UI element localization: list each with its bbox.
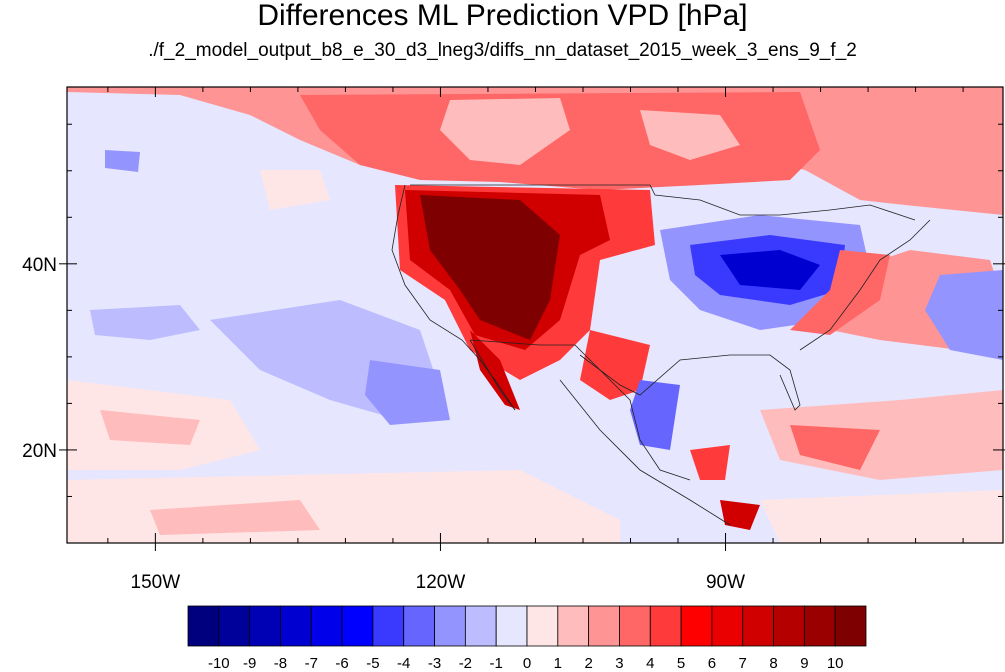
colorbar-swatch <box>218 605 251 647</box>
colorbar-swatch <box>680 605 713 647</box>
colorbar-swatch <box>187 605 220 647</box>
field-region-gulf-blue <box>630 380 680 450</box>
colorbar-label: 10 <box>827 655 844 672</box>
latitude-axis: 40N 20N <box>22 123 1005 497</box>
central-america-coast <box>559 379 731 526</box>
colorbar-swatch <box>495 605 528 647</box>
field-region-canada-light-2 <box>640 110 740 160</box>
coastlines-and-borders <box>391 184 931 526</box>
field-region-atlantic-blue <box>925 270 1003 360</box>
colorbar-label: 6 <box>708 655 716 672</box>
colorbar-label: 5 <box>677 655 685 672</box>
field-region-pacific-red-4 <box>67 470 620 543</box>
vpd-difference-field <box>67 87 1003 543</box>
colorbar-swatch <box>834 605 867 647</box>
colorbar-label: -2 <box>459 655 472 672</box>
field-region-central-america-red-2 <box>720 500 760 530</box>
colorbar-swatch <box>742 605 774 647</box>
chart-title: Differences ML Prediction VPD [hPa] <box>257 0 748 32</box>
field-region-southeast-pacific-red <box>760 490 1003 543</box>
lon-tick-label: 150W <box>131 572 181 593</box>
colorbar-swatch <box>372 605 405 647</box>
field-region-pacific-red-5 <box>150 500 320 535</box>
colorbar-swatch <box>310 605 343 647</box>
lat-tick-label: 40N <box>22 255 57 276</box>
colorbar-swatch <box>803 605 836 647</box>
field-region-pacific-red-3 <box>260 170 330 210</box>
baja-peninsula-line <box>469 339 516 411</box>
field-region-western-us-core <box>420 195 560 340</box>
us-mexico-border <box>469 339 631 401</box>
lon-tick-label: 90W <box>706 572 745 593</box>
colorbar-label: 0 <box>523 655 531 672</box>
colorbar-label: 1 <box>554 655 562 672</box>
colorbar-swatch <box>773 605 805 647</box>
colorbar-label: -1 <box>490 655 503 672</box>
colorbar-swatch <box>434 605 466 647</box>
longitude-axis: 150W 120W 90W <box>107 87 964 593</box>
colorbar-label: -6 <box>335 655 348 672</box>
colorbar-label: 3 <box>615 655 623 672</box>
colorbar-swatch <box>588 605 620 647</box>
colorbar: -10 -9 -8 -7 -6 -5 -4 -3 -2 -1 0 1 2 3 4 5 6 7 8 9 10 <box>187 605 867 672</box>
colorbar-swatch <box>464 605 497 647</box>
field-region-pacific-blue-3 <box>365 360 450 425</box>
field-region-texas-red <box>580 330 650 400</box>
colorbar-label: -9 <box>243 655 256 672</box>
lon-tick-label: 120W <box>416 572 466 593</box>
colorbar-label: 7 <box>739 655 747 672</box>
colorbar-label: 8 <box>769 655 777 672</box>
field-region-east-us-blue-core <box>720 250 820 290</box>
colorbar-swatch <box>249 605 281 647</box>
colorbar-label: -10 <box>208 655 230 672</box>
colorbar-label: 2 <box>584 655 592 672</box>
colorbar-swatch <box>403 605 435 647</box>
colorbar-swatch <box>649 605 682 647</box>
lat-tick-label: 20N <box>22 441 57 462</box>
colorbar-swatch <box>557 605 590 647</box>
field-region-pacific-blue-2 <box>90 305 200 340</box>
map-panel <box>67 87 1003 543</box>
colorbar-label: -3 <box>428 655 441 672</box>
colorbar-swatch <box>526 605 559 647</box>
colorbar-label: -5 <box>366 655 379 672</box>
colorbar-label: -8 <box>274 655 287 672</box>
mexico-east-coast <box>629 399 691 481</box>
field-region-pacific-blue-4 <box>105 150 140 172</box>
field-region-pacific-red-2 <box>100 410 200 445</box>
colorbar-label: -4 <box>397 655 410 672</box>
field-region-east-coast-red <box>790 250 890 335</box>
field-region-caribbean-red-core <box>790 425 880 470</box>
colorbar-label: 9 <box>800 655 808 672</box>
colorbar-label: 4 <box>646 655 654 672</box>
colorbar-swatch <box>280 605 312 647</box>
field-region-central-america-red <box>690 445 730 480</box>
colorbar-swatch <box>619 605 651 647</box>
east-coast-line <box>799 219 931 351</box>
us-canada-border <box>410 184 916 221</box>
colorbar-label: -7 <box>305 655 318 672</box>
colorbar-swatch <box>341 605 374 647</box>
gulf-coast-line <box>579 354 801 411</box>
field-region-baja <box>470 330 520 410</box>
chart-subtitle: ./f_2_model_output_b8_e_30_d3_lneg3/diff… <box>148 40 857 61</box>
field-region-canada-light <box>440 98 570 165</box>
colorbar-swatch <box>711 605 744 647</box>
